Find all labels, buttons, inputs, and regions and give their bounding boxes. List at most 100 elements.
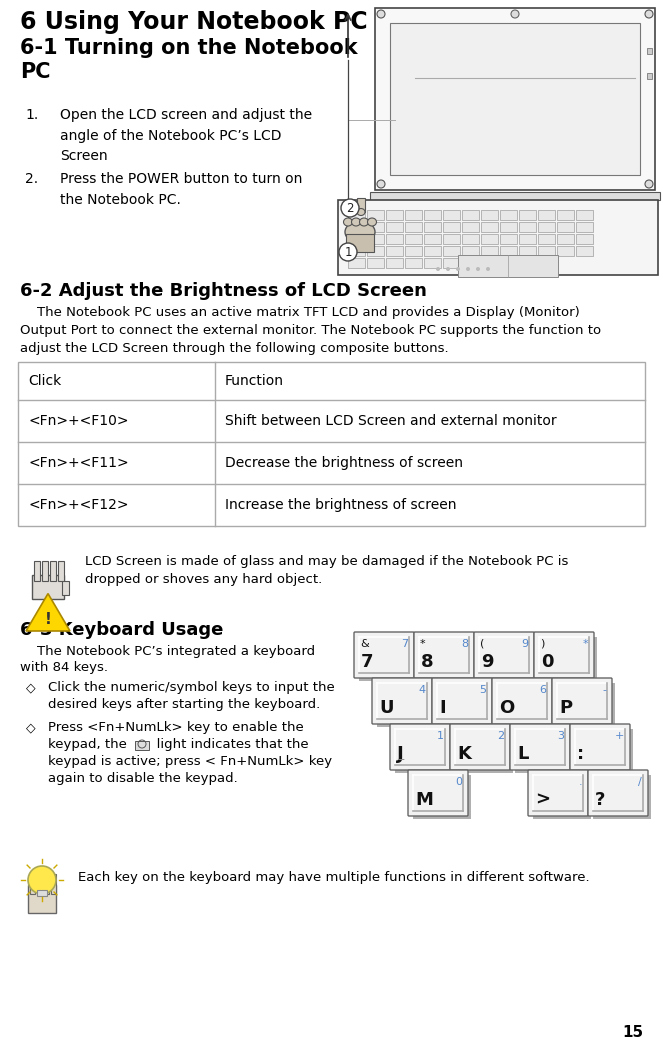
Bar [462,234,479,244]
Text: 7: 7 [361,653,373,671]
Bar [359,637,417,681]
Bar [443,258,460,268]
Bar [519,222,536,233]
Text: The Notebook PC uses an active matrix TFT LCD and provides a Display (Monitor): The Notebook PC uses an active matrix TF… [20,306,579,319]
Bar [593,775,651,819]
Bar [647,48,652,54]
Text: 3: 3 [557,731,564,741]
Text: *: * [420,639,426,649]
Text: K: K [457,745,471,763]
Text: 1: 1 [344,246,352,258]
Bar [37,874,42,894]
Bar [538,222,555,233]
Bar [424,234,441,244]
Text: 2.: 2. [25,172,38,186]
FancyBboxPatch shape [552,678,612,723]
Text: U: U [379,699,394,717]
Text: 6-3 Keyboard Usage: 6-3 Keyboard Usage [20,621,223,639]
Text: 1: 1 [437,731,444,741]
Text: again to disable the keypad.: again to disable the keypad. [48,772,238,785]
Bar [647,73,652,79]
Text: L: L [517,745,528,763]
Bar [500,246,517,256]
FancyBboxPatch shape [510,723,570,770]
Bar [18,362,645,526]
Bar [576,222,593,233]
Text: dropped or shoves any hard object.: dropped or shoves any hard object. [85,573,322,586]
FancyBboxPatch shape [492,678,552,723]
Text: 9: 9 [481,653,493,671]
Bar [424,258,441,268]
Bar [405,258,422,268]
FancyBboxPatch shape [390,723,450,770]
Text: &: & [360,639,369,649]
Circle shape [476,267,480,271]
Bar [367,234,384,244]
Bar [34,561,40,581]
Bar [443,234,460,244]
Bar [386,222,403,233]
Bar [386,258,403,268]
FancyBboxPatch shape [414,632,474,678]
Bar [443,222,460,233]
Circle shape [645,10,653,18]
Ellipse shape [359,218,369,226]
Text: 1.: 1. [25,108,38,122]
Text: 6 Using Your Notebook PC: 6 Using Your Notebook PC [20,10,367,34]
Bar [37,890,47,896]
Bar [481,258,498,268]
Bar [557,683,615,727]
Text: P: P [559,699,572,717]
Bar [538,210,555,220]
Bar [395,729,453,773]
FancyBboxPatch shape [534,632,594,678]
Text: <Fn>+<F10>: <Fn>+<F10> [28,414,129,428]
Ellipse shape [343,218,353,226]
Text: Shift between LCD Screen and external monitor: Shift between LCD Screen and external mo… [225,414,557,428]
Bar [539,637,597,681]
Text: J: J [397,745,404,763]
Text: The Notebook PC’s integrated a keyboard: The Notebook PC’s integrated a keyboard [20,645,315,658]
Bar [462,210,479,220]
Circle shape [446,267,450,271]
Bar [405,246,422,256]
Bar [42,561,48,581]
Text: keypad, the       light indicates that the: keypad, the light indicates that the [48,738,308,752]
Bar [58,561,64,581]
Bar [338,200,658,275]
Bar [455,729,513,773]
Bar [557,234,574,244]
Circle shape [645,180,653,188]
Text: >: > [535,791,550,809]
Text: 2: 2 [497,731,504,741]
Bar [346,234,374,252]
Text: ◇: ◇ [26,681,36,694]
Ellipse shape [357,209,365,216]
Text: /: / [638,777,642,787]
Bar [390,23,640,175]
Circle shape [341,199,359,217]
Bar [424,210,441,220]
Bar [443,210,460,220]
Text: LCD Screen is made of glass and may be damaged if the Notebook PC is: LCD Screen is made of glass and may be d… [85,555,568,568]
Bar [462,246,479,256]
Text: 8: 8 [421,653,434,671]
Circle shape [466,267,470,271]
Text: 15: 15 [622,1025,643,1038]
Text: 9: 9 [521,639,528,649]
Bar [519,210,536,220]
Text: PC: PC [20,62,50,82]
Text: 6: 6 [539,685,546,695]
Bar [519,234,536,244]
Text: ◇: ◇ [26,721,36,734]
Circle shape [339,243,357,261]
Bar [62,581,69,595]
Text: +: + [615,731,624,741]
Text: desired keys after starting the keyboard.: desired keys after starting the keyboard… [48,698,320,711]
Text: Click: Click [28,374,61,388]
Bar [462,258,479,268]
Bar [443,246,460,256]
Bar [500,222,517,233]
Bar [576,210,593,220]
Bar [370,192,660,200]
